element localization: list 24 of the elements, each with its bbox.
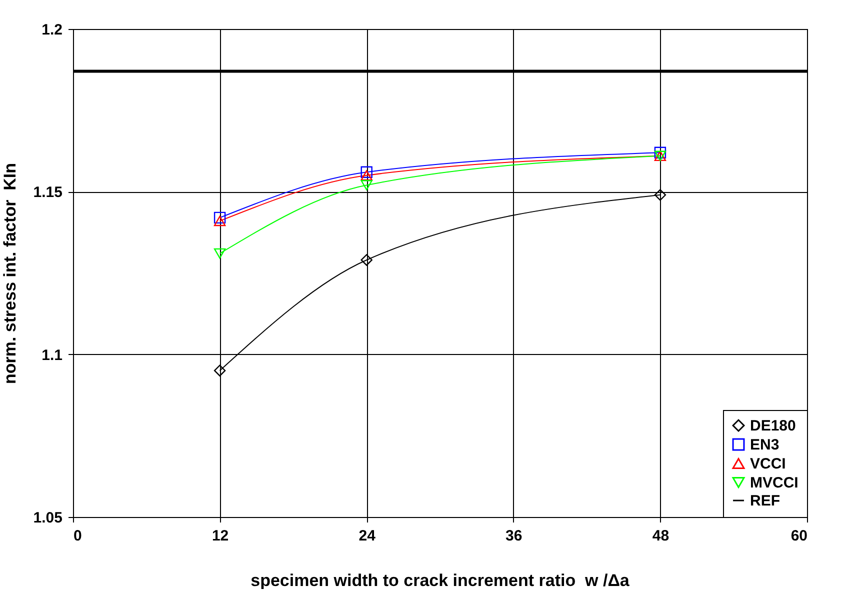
legend-label: DE180: [750, 418, 796, 434]
point: [360, 166, 372, 178]
x-tick-label: 60: [790, 528, 808, 544]
point: [214, 364, 226, 376]
y-tick-label: 1.15: [33, 184, 62, 202]
point: [360, 254, 372, 266]
y-tick-label: 1.1: [42, 346, 62, 364]
x-tick-label: 12: [212, 528, 229, 544]
legend-label: EN3: [750, 436, 780, 454]
point: [214, 212, 226, 224]
legend-label: MVCCI: [750, 474, 798, 492]
x-tick-label: 48: [652, 528, 670, 544]
legend-label: VCCI: [750, 456, 786, 472]
point: [360, 170, 372, 181]
legend-label: REF: [750, 492, 780, 510]
y-axis-title: norm. stress int. factor KIn: [0, 162, 20, 384]
x-tick-label: 36: [506, 528, 522, 544]
point: [214, 216, 226, 226]
y-tick-label: 1.05: [33, 510, 62, 526]
point: [654, 189, 666, 201]
y-tick-label: 1.2: [42, 22, 62, 38]
x-tick-label: 0: [74, 528, 82, 544]
point: [654, 146, 666, 158]
x-tick-label: 24: [358, 528, 376, 544]
